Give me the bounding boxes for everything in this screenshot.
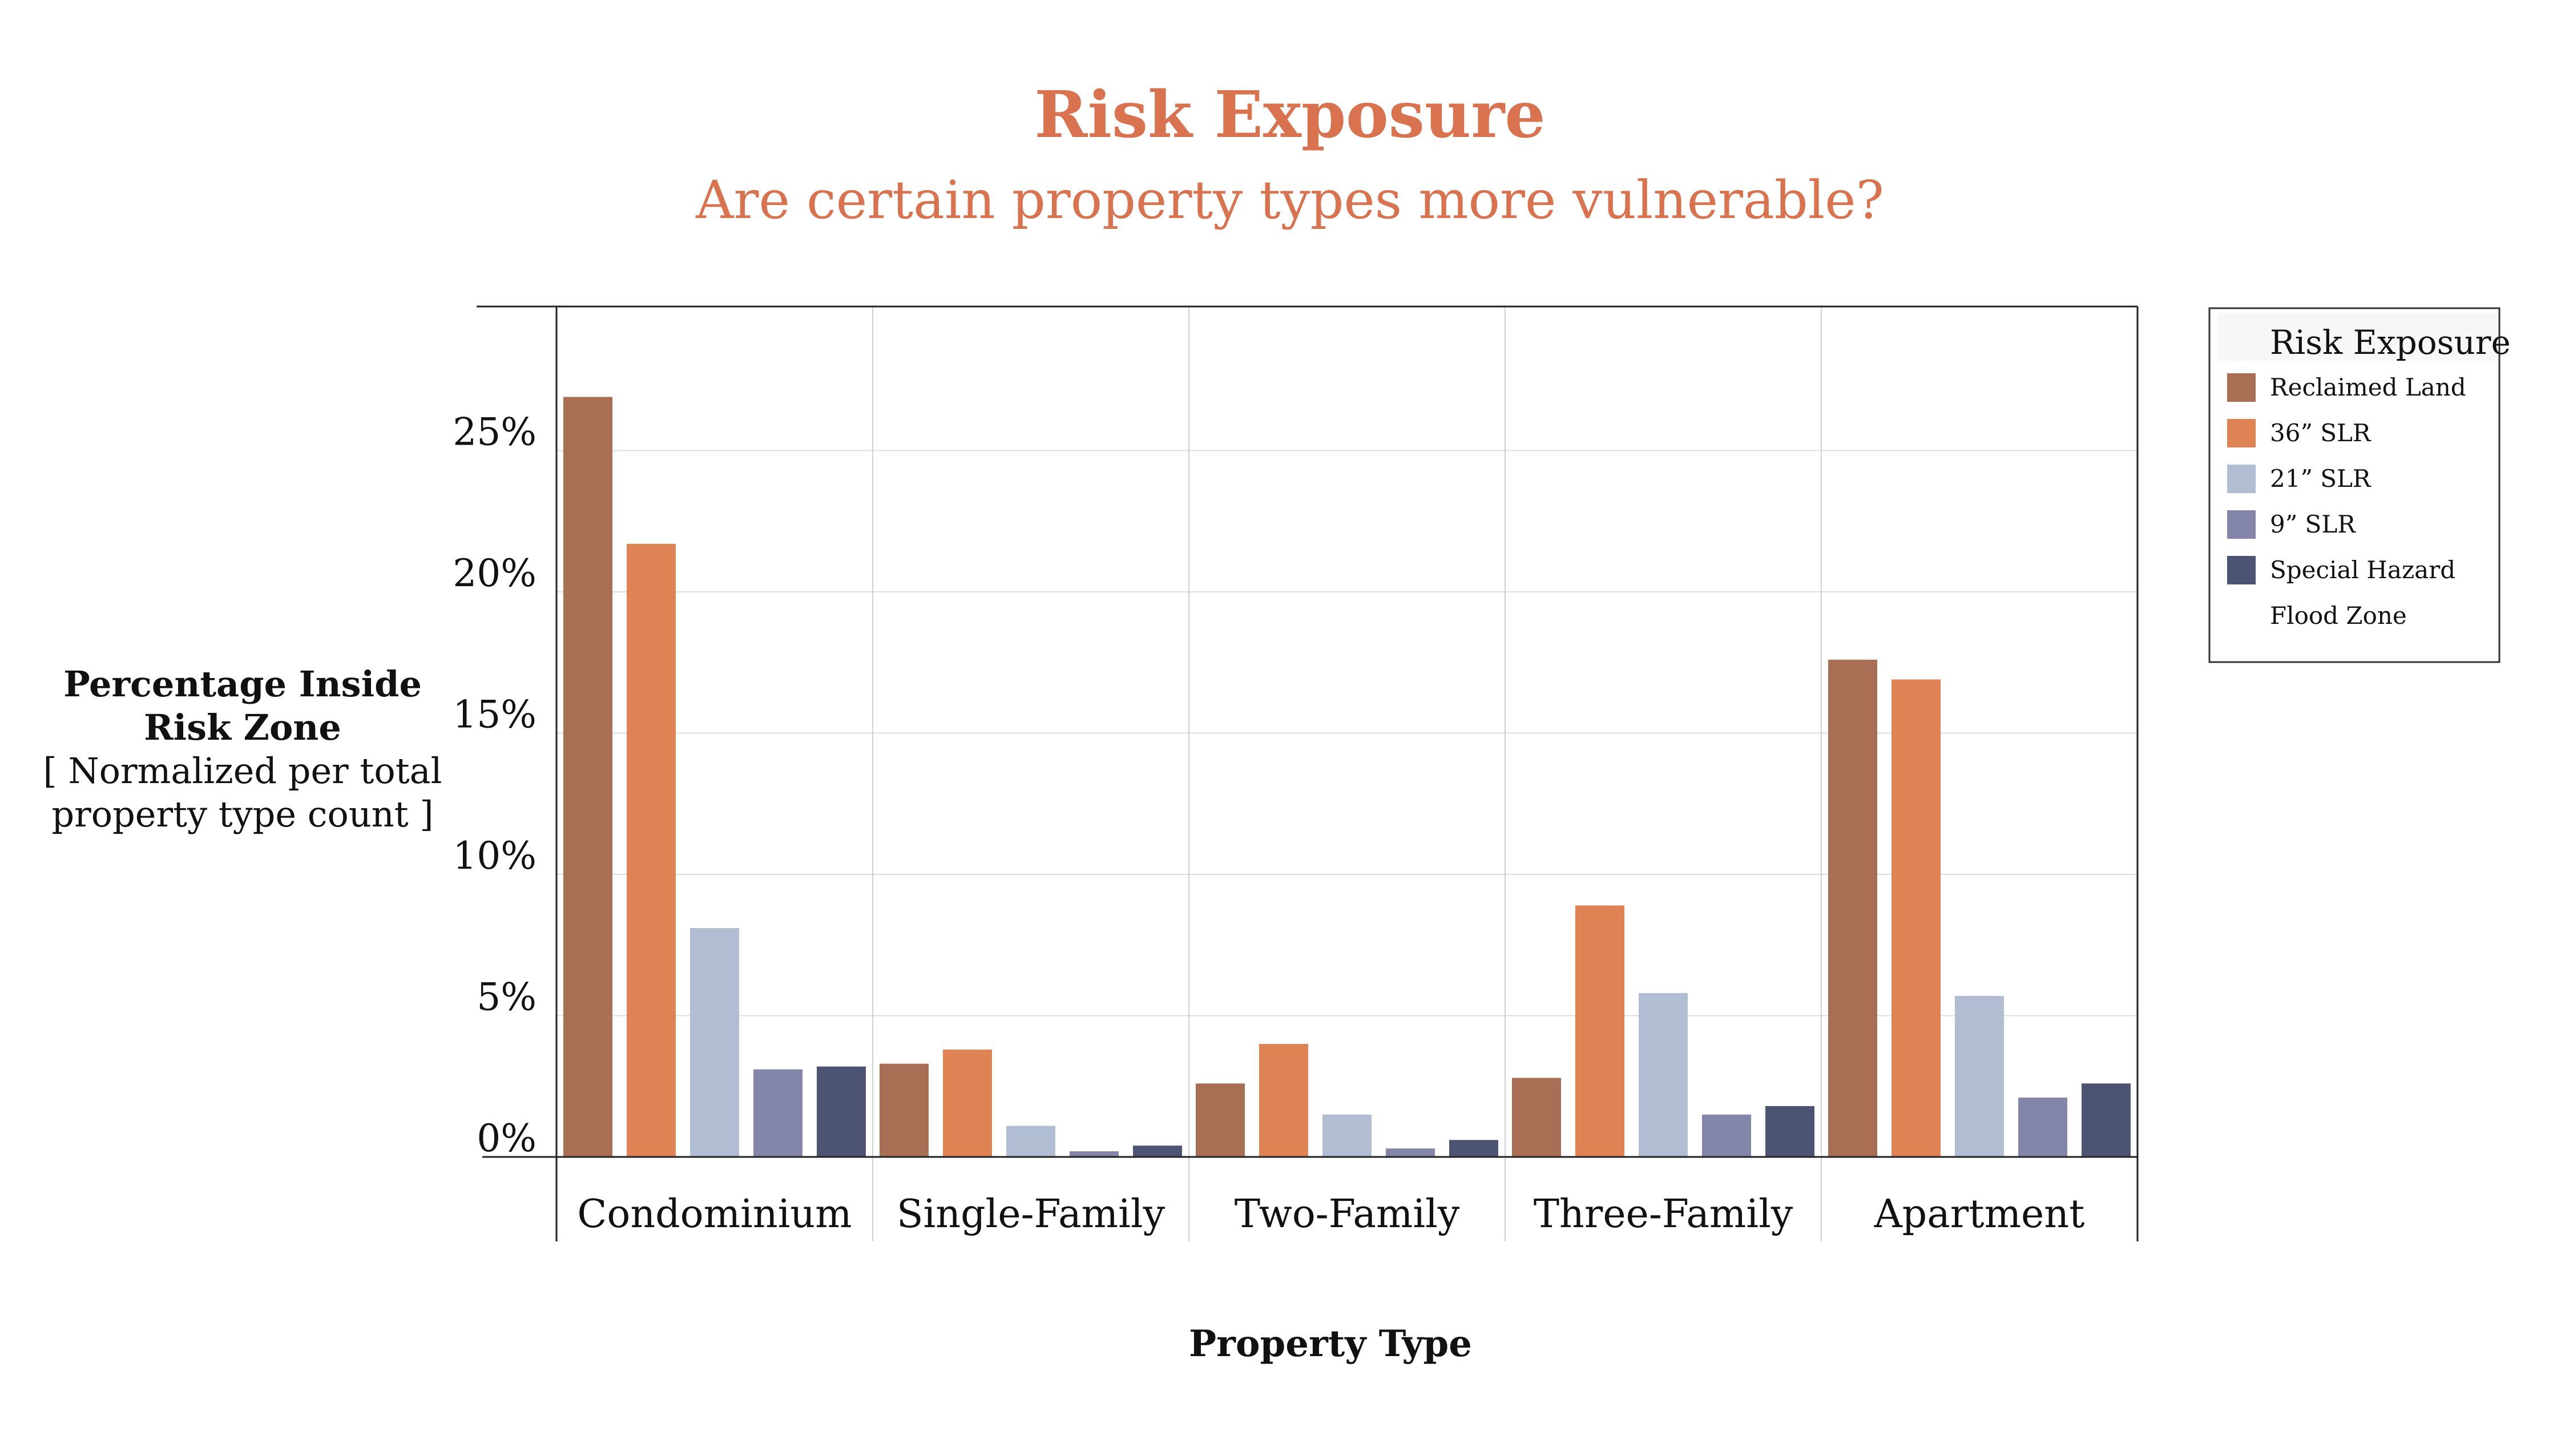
bar: [627, 543, 676, 1157]
bars: [563, 397, 2131, 1157]
y-tick-label: 10%: [453, 834, 537, 878]
bar: [817, 1066, 866, 1157]
y-tick-label: 15%: [453, 693, 537, 737]
legend-swatch: [2227, 510, 2256, 539]
gridlines: [556, 306, 2138, 1241]
legend-swatch: [2227, 373, 2256, 402]
x-category-labels: Condominium Single-Family Two-Family Three-…: [577, 1192, 2084, 1237]
y-axis-title-line-3: [ Normalized per total: [43, 750, 442, 792]
bar: [1702, 1114, 1751, 1157]
x-category-label: Three-Family: [1534, 1192, 1793, 1237]
bar: [1259, 1044, 1308, 1157]
bar: [1765, 1106, 1814, 1157]
bar: [1512, 1078, 1561, 1157]
legend-title: Risk Exposure: [2270, 323, 2511, 362]
legend-swatch: [2227, 465, 2256, 493]
y-tick-label: 0%: [477, 1116, 537, 1160]
bar: [1322, 1114, 1372, 1157]
bar: [880, 1063, 929, 1157]
bar: [690, 928, 739, 1157]
chart-title: Risk Exposure: [1034, 78, 1545, 152]
axes: [477, 305, 2139, 1241]
x-category-label: Single-Family: [897, 1192, 1165, 1237]
bar: [1070, 1151, 1119, 1157]
bar: [1133, 1146, 1182, 1157]
x-axis-title: Property Type: [1189, 1322, 1472, 1365]
legend-items: Reclaimed Land 36” SLR 21” SLR 9” SLR Specia…: [2227, 373, 2466, 630]
legend-label: Flood Zone: [2270, 602, 2407, 630]
bar: [2082, 1083, 2131, 1157]
bar: [1955, 995, 2004, 1157]
legend-swatch: [2227, 419, 2256, 447]
legend-box: [2208, 307, 2501, 663]
legend-label: 9” SLR: [2270, 510, 2356, 538]
legend-label: Special Hazard: [2270, 556, 2455, 584]
legend-label: 21” SLR: [2270, 465, 2372, 493]
bar: [1892, 679, 1941, 1157]
legend-title-background: [2217, 313, 2497, 361]
legend: Risk Exposure Reclaimed Land 36” SLR 21” S…: [2208, 307, 2511, 663]
y-axis-title: Percentage Inside Risk Zone [ Normalized…: [43, 663, 442, 835]
bar: [563, 397, 612, 1157]
bar: [943, 1049, 992, 1157]
x-category-label: Two-Family: [1235, 1192, 1460, 1237]
bar: [1386, 1148, 1435, 1157]
legend-label: 36” SLR: [2270, 419, 2372, 447]
bar: [1006, 1126, 1055, 1157]
y-tick-label: 20%: [453, 551, 537, 595]
bar: [1196, 1083, 1245, 1157]
y-axis-title-line-2: Risk Zone: [144, 707, 341, 748]
bar: [753, 1069, 802, 1157]
bar: [1639, 993, 1688, 1157]
y-tick-labels: 0% 5% 10% 15% 20% 25%: [453, 410, 537, 1161]
bar: [1575, 905, 1624, 1157]
chart-subtitle: Are certain property types more vulnerab…: [695, 170, 1884, 231]
y-axis-title-line-4: property type count ]: [51, 793, 433, 835]
x-category-label: Condominium: [577, 1192, 852, 1237]
x-category-label: Apartment: [1874, 1192, 2085, 1237]
legend-swatch: [2227, 556, 2256, 584]
y-tick-label: 5%: [477, 975, 537, 1019]
bar: [1828, 659, 1877, 1157]
legend-label: Reclaimed Land: [2270, 373, 2466, 401]
y-tick-label: 25%: [453, 410, 537, 454]
bar: [1449, 1140, 1498, 1157]
y-axis-title-line-1: Percentage Inside: [63, 663, 422, 705]
bar: [2018, 1098, 2067, 1157]
